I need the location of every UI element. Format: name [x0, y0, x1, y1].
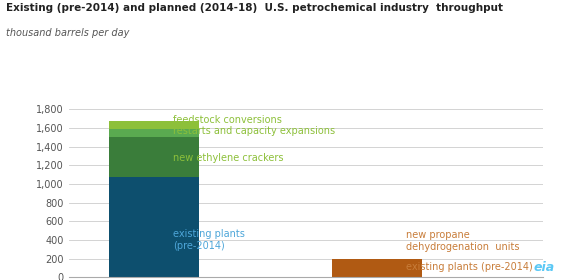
Text: Existing (pre-2014) and planned (2014-18)  U.S. petrochemical industry  throughp: Existing (pre-2014) and planned (2014-18… [6, 3, 503, 13]
Bar [109, 177, 199, 277]
Bar [332, 258, 422, 277]
Text: restarts and capacity expansions: restarts and capacity expansions [173, 126, 335, 136]
Bar [109, 121, 199, 129]
Text: new ethylene crackers: new ethylene crackers [173, 153, 284, 163]
Bar [109, 137, 199, 177]
Text: feedstock conversions: feedstock conversions [173, 115, 282, 125]
Text: existing plants (pre-2014): existing plants (pre-2014) [406, 262, 533, 272]
Text: existing plants
(pre-2014): existing plants (pre-2014) [173, 229, 245, 251]
Bar [109, 129, 199, 137]
Text: thousand barrels per day: thousand barrels per day [6, 28, 129, 38]
Text: eia: eia [534, 262, 555, 274]
Text: new propane
dehydrogenation  units: new propane dehydrogenation units [406, 230, 519, 252]
